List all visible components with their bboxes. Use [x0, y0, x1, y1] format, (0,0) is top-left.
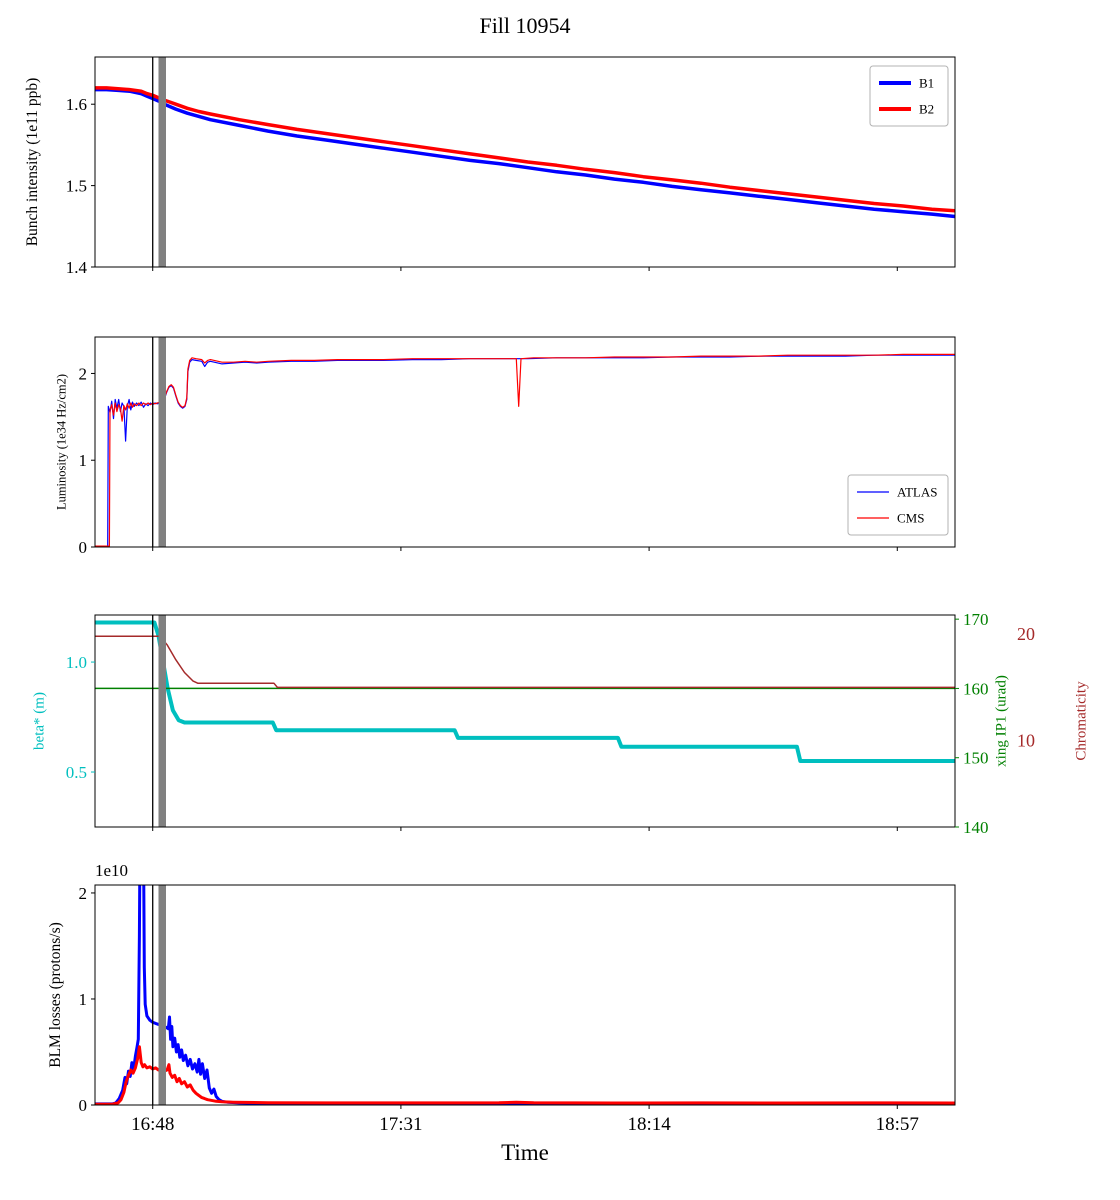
y-axis-title-bunch-intensity: Bunch intensity (1e11 ppb) [24, 77, 41, 247]
y-axis-title-blm-losses: BLM losses (protons/s) [47, 922, 64, 1068]
series-b2 [95, 86, 955, 213]
y-tick-label: 0.5 [66, 763, 87, 782]
blm-losses-plot-area [95, 885, 955, 1105]
legend-label-atlas: ATLAS [897, 485, 937, 500]
y-axis-title-chromaticity: Chromaticity [1073, 681, 1090, 761]
event-band [158, 337, 166, 547]
series-b1-losses [95, 885, 955, 1105]
y-tick-label: 150 [963, 749, 989, 768]
event-band [158, 615, 166, 827]
y-tick-label: 140 [963, 818, 989, 837]
legend-label-cms: CMS [897, 511, 924, 526]
event-band [158, 57, 166, 267]
optics-plot-area [95, 620, 955, 763]
x-tick-label: 16:48 [131, 1114, 174, 1135]
x-tick-label: 18:57 [876, 1114, 919, 1135]
y-tick-label: 10 [1017, 731, 1035, 751]
series-b2-losses [95, 1045, 955, 1105]
event-band [158, 885, 166, 1105]
x-tick-label: 18:14 [627, 1114, 671, 1135]
y-tick-label: 1.4 [66, 258, 88, 277]
y-axis-title-luminosity: Luminosity (1e34 Hz/cm2) [54, 373, 69, 511]
x-tick-label: 17:31 [379, 1114, 422, 1135]
series-b1 [95, 87, 955, 219]
axis-offset-text: 1e10 [95, 861, 129, 880]
y-tick-label: 1 [79, 451, 88, 470]
y-tick-label: 1 [79, 990, 88, 1009]
blm-losses-frame [94, 884, 956, 1106]
luminosity-plot-area [95, 353, 955, 547]
y-axis-title-beta-star: beta* (m) [31, 692, 48, 750]
series-cms [95, 353, 955, 547]
legend-box [847, 474, 949, 536]
y-tick-label: 2 [79, 364, 88, 383]
y-tick-label: 1.5 [66, 177, 87, 196]
y-tick-label: 1.0 [66, 653, 87, 672]
y-tick-label: 20 [1017, 624, 1035, 644]
y-tick-label: 0 [79, 538, 88, 557]
y-axis-title-xing-ip1: xing IP1 (urad) [993, 675, 1010, 767]
chart-title: Fill 10954 [479, 13, 571, 38]
y-tick-label: 2 [79, 884, 88, 903]
bunch-intensity-frame [94, 56, 956, 268]
series-atlas [95, 354, 955, 547]
y-tick-label: 0 [79, 1096, 88, 1115]
series-chromaticity [95, 635, 955, 689]
legend-label-b2: B2 [919, 102, 934, 117]
x-axis-title: Time [501, 1140, 549, 1165]
luminosity-frame [94, 336, 956, 548]
legend-box [869, 65, 949, 127]
legend-label-b1: B1 [919, 76, 934, 91]
y-tick-label: 1.6 [66, 95, 87, 114]
optics-frame [94, 614, 956, 828]
y-tick-label: 160 [963, 679, 989, 698]
y-tick-label: 170 [963, 610, 989, 629]
series-beta-star [95, 620, 955, 763]
bunch-intensity-plot-area [95, 86, 955, 219]
